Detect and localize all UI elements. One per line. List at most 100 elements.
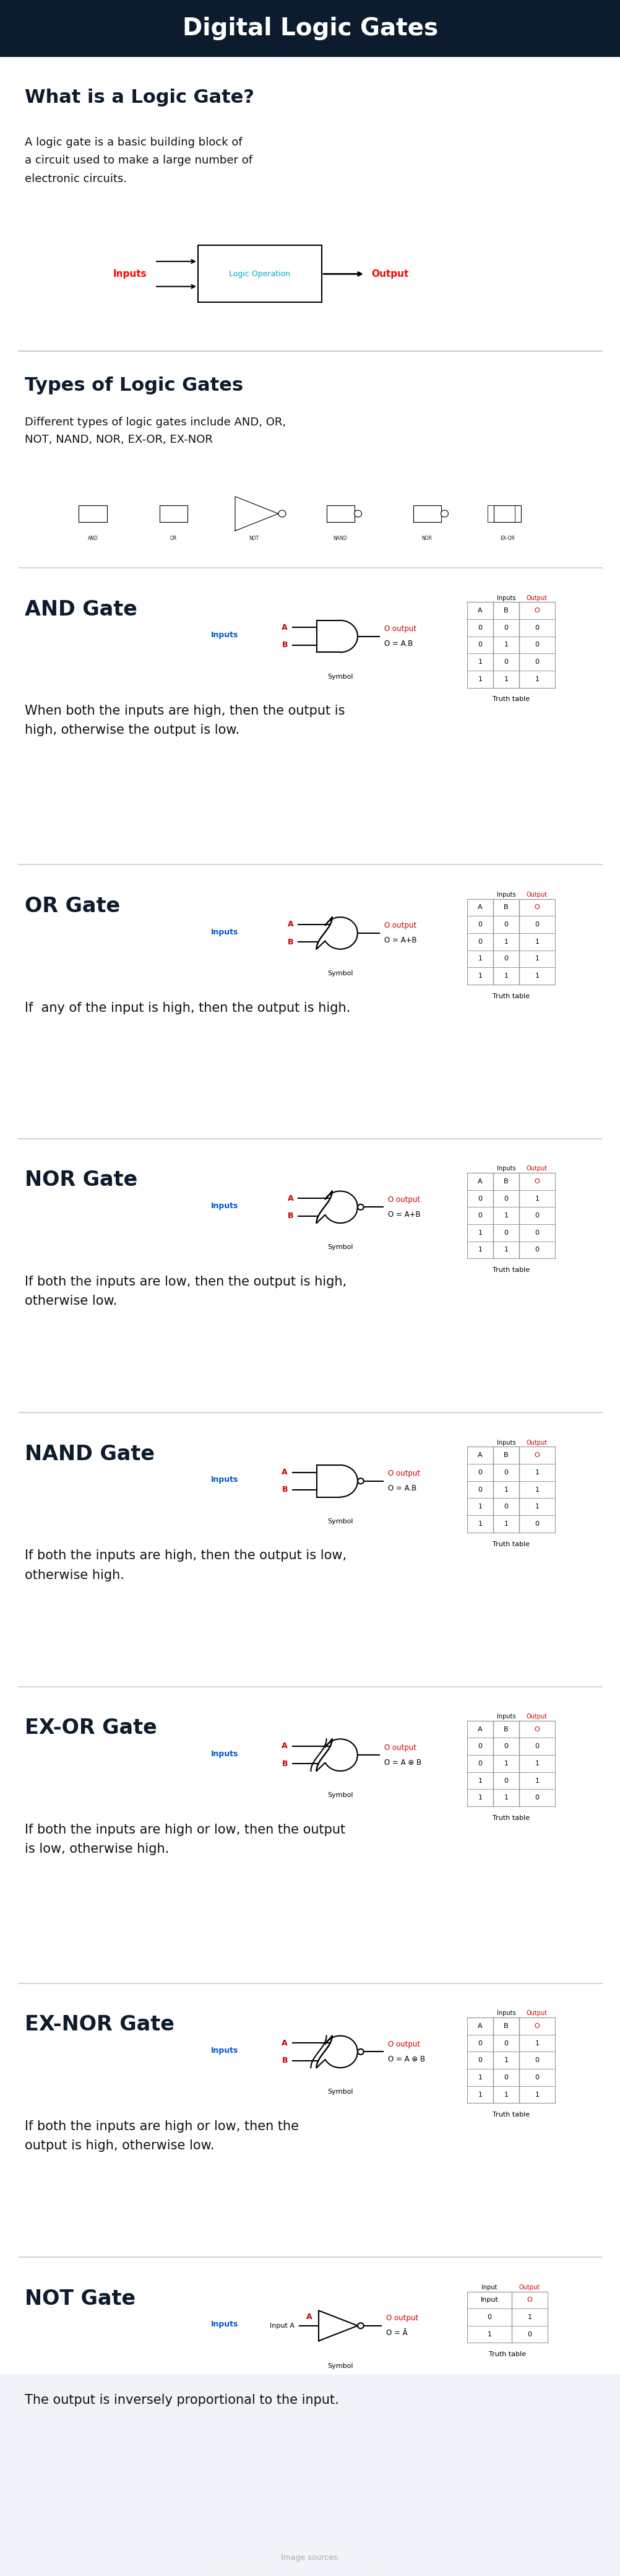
Text: If both the inputs are high or low, then the
output is high, otherwise low.: If both the inputs are high or low, then…	[25, 2120, 299, 2151]
Text: Symbol: Symbol	[327, 2089, 353, 2094]
Text: 0: 0	[477, 1468, 482, 1476]
Text: B: B	[503, 1726, 508, 1734]
Text: 0: 0	[503, 956, 508, 961]
Text: 1: 1	[487, 2331, 491, 2336]
Text: A: A	[477, 1726, 482, 1734]
Text: 1: 1	[503, 675, 508, 683]
Text: 1: 1	[477, 2074, 482, 2081]
Text: When both the inputs are high, then the output is
high, otherwise the output is : When both the inputs are high, then the …	[25, 706, 345, 737]
Text: 1: 1	[477, 675, 482, 683]
Bar	[0, 2259, 620, 2535]
Text: 1: 1	[477, 1777, 482, 1783]
Text: 0: 0	[487, 2313, 491, 2321]
Circle shape	[440, 510, 448, 518]
Text: Inputs: Inputs	[496, 891, 515, 899]
Text: 1: 1	[534, 974, 539, 979]
Text: Truth table: Truth table	[492, 2112, 529, 2117]
Text: Output: Output	[526, 595, 547, 600]
Text: 1: 1	[503, 2092, 508, 2097]
Text: 1: 1	[534, 1777, 539, 1783]
Text: 0: 0	[503, 1777, 508, 1783]
Text: NAND Gate: NAND Gate	[25, 1445, 154, 1463]
Polygon shape	[316, 2035, 357, 2069]
Text: 1: 1	[534, 1486, 539, 1492]
Text: 0: 0	[503, 1468, 508, 1476]
Polygon shape	[79, 505, 107, 523]
Text: 0: 0	[503, 2074, 508, 2081]
Polygon shape	[316, 1190, 357, 1224]
Text: O = A.B: O = A.B	[388, 1484, 417, 1492]
Text: EX-OR: EX-OR	[500, 536, 514, 541]
Text: Inputs: Inputs	[496, 595, 515, 600]
Text: 0: 0	[477, 1744, 482, 1749]
Text: 1: 1	[477, 1247, 482, 1252]
Text: O: O	[534, 2022, 539, 2030]
Text: 0: 0	[534, 2074, 539, 2081]
Text: 1: 1	[477, 974, 482, 979]
Text: 0: 0	[503, 1229, 508, 1236]
Text: Inputs: Inputs	[211, 631, 238, 639]
Text: 1: 1	[534, 1468, 539, 1476]
Text: Input A: Input A	[269, 2324, 294, 2329]
Text: 1: 1	[503, 1213, 508, 1218]
Text: If both the inputs are high, then the output is low,
otherwise high.: If both the inputs are high, then the ou…	[25, 1551, 346, 1582]
Circle shape	[357, 1206, 363, 1211]
Text: B: B	[281, 641, 288, 649]
Text: O output: O output	[388, 1195, 420, 1203]
Text: B: B	[287, 938, 293, 945]
Bar	[198, 245, 321, 301]
Text: 1: 1	[534, 956, 539, 961]
Text: 0: 0	[477, 2040, 482, 2045]
Bar	[0, 1986, 620, 2259]
Text: Digital Logic Gates: Digital Logic Gates	[182, 18, 438, 41]
Text: Truth table: Truth table	[492, 1267, 529, 1273]
Text: A: A	[477, 1177, 482, 1185]
Text: OR Gate: OR Gate	[25, 896, 120, 917]
Text: 0: 0	[477, 1486, 482, 1492]
Text: 0: 0	[477, 2058, 482, 2063]
Polygon shape	[326, 505, 354, 523]
Text: Symbol: Symbol	[327, 1793, 353, 1798]
Text: OR: OR	[170, 536, 177, 541]
Text: Symbol: Symbol	[327, 1517, 353, 1525]
Text: The output is inversely proportional to the input.: The output is inversely proportional to …	[25, 2393, 339, 2406]
Text: 1: 1	[534, 2040, 539, 2045]
Text: O: O	[534, 608, 539, 613]
Text: 1: 1	[477, 2092, 482, 2097]
Text: Symbol: Symbol	[327, 672, 353, 680]
Text: 1: 1	[477, 1795, 482, 1801]
Polygon shape	[316, 1739, 357, 1770]
Text: O: O	[526, 2298, 532, 2303]
Text: Inputs: Inputs	[211, 1749, 238, 1757]
Text: B: B	[503, 608, 508, 613]
Circle shape	[357, 1479, 363, 1484]
Circle shape	[354, 510, 361, 518]
Text: NOT: NOT	[249, 536, 259, 541]
Text: B: B	[281, 1486, 288, 1494]
Text: 0: 0	[503, 626, 508, 631]
Text: AND Gate: AND Gate	[25, 600, 137, 621]
Text: B: B	[503, 1177, 508, 1185]
Text: 0: 0	[534, 922, 539, 927]
Text: Inputs: Inputs	[113, 270, 147, 278]
Text: If both the inputs are high or low, then the output
is low, otherwise high.: If both the inputs are high or low, then…	[25, 1824, 345, 1855]
Bar	[0, 1414, 620, 1690]
Text: Inputs: Inputs	[211, 2045, 238, 2056]
Text: Output: Output	[526, 1440, 547, 1445]
Text: 0: 0	[503, 1195, 508, 1200]
Text: 0: 0	[477, 626, 482, 631]
Text: Inputs: Inputs	[496, 2009, 515, 2017]
Text: Truth table: Truth table	[492, 1816, 529, 1821]
Text: A: A	[477, 2022, 482, 2030]
Text: O output: O output	[384, 1744, 416, 1752]
Text: O: O	[534, 1453, 539, 1458]
Polygon shape	[316, 1466, 357, 1497]
Text: O output: O output	[386, 2313, 418, 2324]
Circle shape	[357, 2048, 363, 2056]
Text: A: A	[281, 2040, 288, 2048]
Text: A: A	[477, 904, 482, 909]
Bar	[0, 0, 620, 57]
Text: 1: 1	[477, 1504, 482, 1510]
Text: Symbol: Symbol	[327, 1244, 353, 1249]
Text: 0: 0	[503, 659, 508, 665]
